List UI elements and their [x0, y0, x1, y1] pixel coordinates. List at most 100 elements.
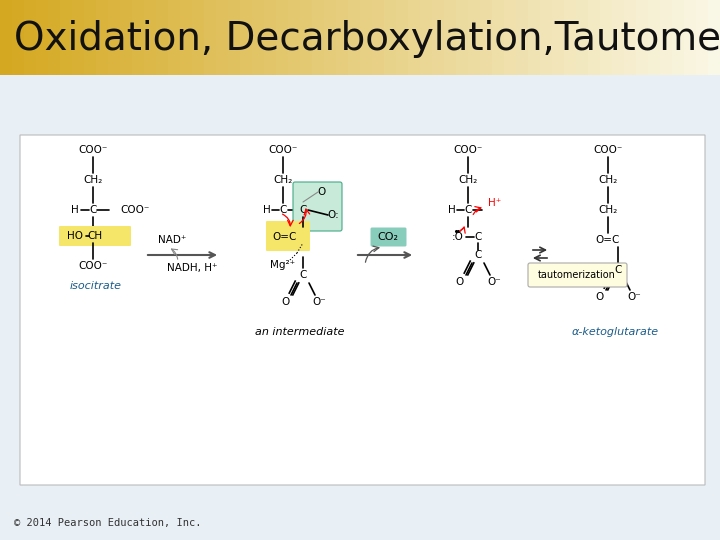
Bar — [360, 0, 373, 75]
Text: an intermediate: an intermediate — [255, 327, 344, 337]
Bar — [672, 0, 685, 75]
Bar — [588, 0, 601, 75]
Bar — [696, 0, 709, 75]
Bar — [408, 0, 421, 75]
Text: O⁻: O⁻ — [312, 297, 326, 307]
Bar — [120, 0, 133, 75]
Text: C: C — [300, 270, 307, 280]
FancyBboxPatch shape — [266, 221, 310, 251]
Bar — [612, 0, 625, 75]
Bar — [84, 0, 97, 75]
Text: tautomerization: tautomerization — [538, 270, 616, 280]
FancyBboxPatch shape — [59, 226, 131, 246]
Bar — [372, 0, 385, 75]
Text: O⁻: O⁻ — [487, 277, 501, 287]
Text: CH₂: CH₂ — [598, 175, 618, 185]
Text: O⁻: O⁻ — [627, 292, 641, 302]
Bar — [492, 0, 505, 75]
Bar — [144, 0, 157, 75]
Bar — [252, 0, 265, 75]
Text: O: O — [281, 297, 289, 307]
Bar — [564, 0, 577, 75]
Bar — [312, 0, 325, 75]
Text: C: C — [614, 265, 621, 275]
Bar — [576, 0, 589, 75]
FancyBboxPatch shape — [528, 263, 627, 287]
Bar — [432, 0, 445, 75]
Bar — [108, 0, 121, 75]
Bar — [384, 0, 397, 75]
Text: C: C — [474, 250, 482, 260]
Bar — [480, 0, 493, 75]
Bar — [648, 0, 661, 75]
Text: C: C — [89, 205, 96, 215]
Text: :O: :O — [452, 232, 464, 242]
Text: COO⁻: COO⁻ — [593, 145, 623, 155]
Text: O:: O: — [327, 210, 339, 220]
Bar — [132, 0, 145, 75]
Text: H: H — [448, 205, 456, 215]
Text: O: O — [318, 187, 326, 197]
FancyBboxPatch shape — [293, 182, 342, 231]
Bar — [348, 0, 361, 75]
Bar — [624, 0, 637, 75]
Bar — [156, 0, 169, 75]
Bar — [36, 0, 49, 75]
Bar — [0, 0, 13, 75]
Text: COO⁻: COO⁻ — [269, 145, 297, 155]
Text: C: C — [464, 205, 472, 215]
Text: COO⁻: COO⁻ — [78, 261, 108, 271]
Bar — [72, 0, 85, 75]
Bar — [288, 0, 301, 75]
Bar — [60, 0, 73, 75]
FancyBboxPatch shape — [371, 227, 407, 246]
Bar — [300, 0, 313, 75]
Text: C: C — [300, 205, 307, 215]
Text: CH₂: CH₂ — [459, 175, 477, 185]
Bar — [396, 0, 409, 75]
Text: O: O — [456, 277, 464, 287]
Text: isocitrate: isocitrate — [70, 281, 122, 291]
Text: O=C: O=C — [273, 232, 297, 242]
Text: H⁺: H⁺ — [488, 198, 502, 208]
Text: C: C — [279, 205, 287, 215]
Bar — [636, 0, 649, 75]
Bar — [540, 0, 553, 75]
Text: HO: HO — [67, 231, 83, 241]
Bar — [12, 0, 25, 75]
Bar — [708, 0, 720, 75]
Bar — [552, 0, 565, 75]
Text: H: H — [263, 205, 271, 215]
Bar — [192, 0, 205, 75]
Text: COO⁻: COO⁻ — [454, 145, 482, 155]
Text: COO⁻: COO⁻ — [120, 205, 149, 215]
Text: α-ketoglutarate: α-ketoglutarate — [572, 327, 659, 337]
Text: CO₂: CO₂ — [377, 232, 398, 242]
Bar — [240, 0, 253, 75]
Bar — [516, 0, 529, 75]
Bar — [168, 0, 181, 75]
Bar — [504, 0, 517, 75]
Text: C: C — [474, 232, 482, 242]
Bar — [24, 0, 37, 75]
Text: O: O — [596, 292, 604, 302]
Text: O=C: O=C — [596, 235, 620, 245]
Text: Mg²⁺: Mg²⁺ — [271, 260, 296, 270]
Bar — [528, 0, 541, 75]
Text: NAD⁺: NAD⁺ — [158, 235, 186, 245]
Bar — [420, 0, 433, 75]
Bar — [600, 0, 613, 75]
Text: COO⁻: COO⁻ — [78, 145, 108, 155]
Bar — [684, 0, 697, 75]
Bar — [456, 0, 469, 75]
FancyBboxPatch shape — [20, 135, 705, 485]
Bar — [216, 0, 229, 75]
Text: CH₂: CH₂ — [598, 205, 618, 215]
Text: Oxidation, Decarboxylation,Tautomerization: Oxidation, Decarboxylation,Tautomerizati… — [14, 21, 720, 58]
Bar — [96, 0, 109, 75]
Text: CH₂: CH₂ — [84, 175, 103, 185]
Bar — [276, 0, 289, 75]
Bar — [444, 0, 457, 75]
Text: H: H — [71, 205, 79, 215]
Bar — [228, 0, 241, 75]
